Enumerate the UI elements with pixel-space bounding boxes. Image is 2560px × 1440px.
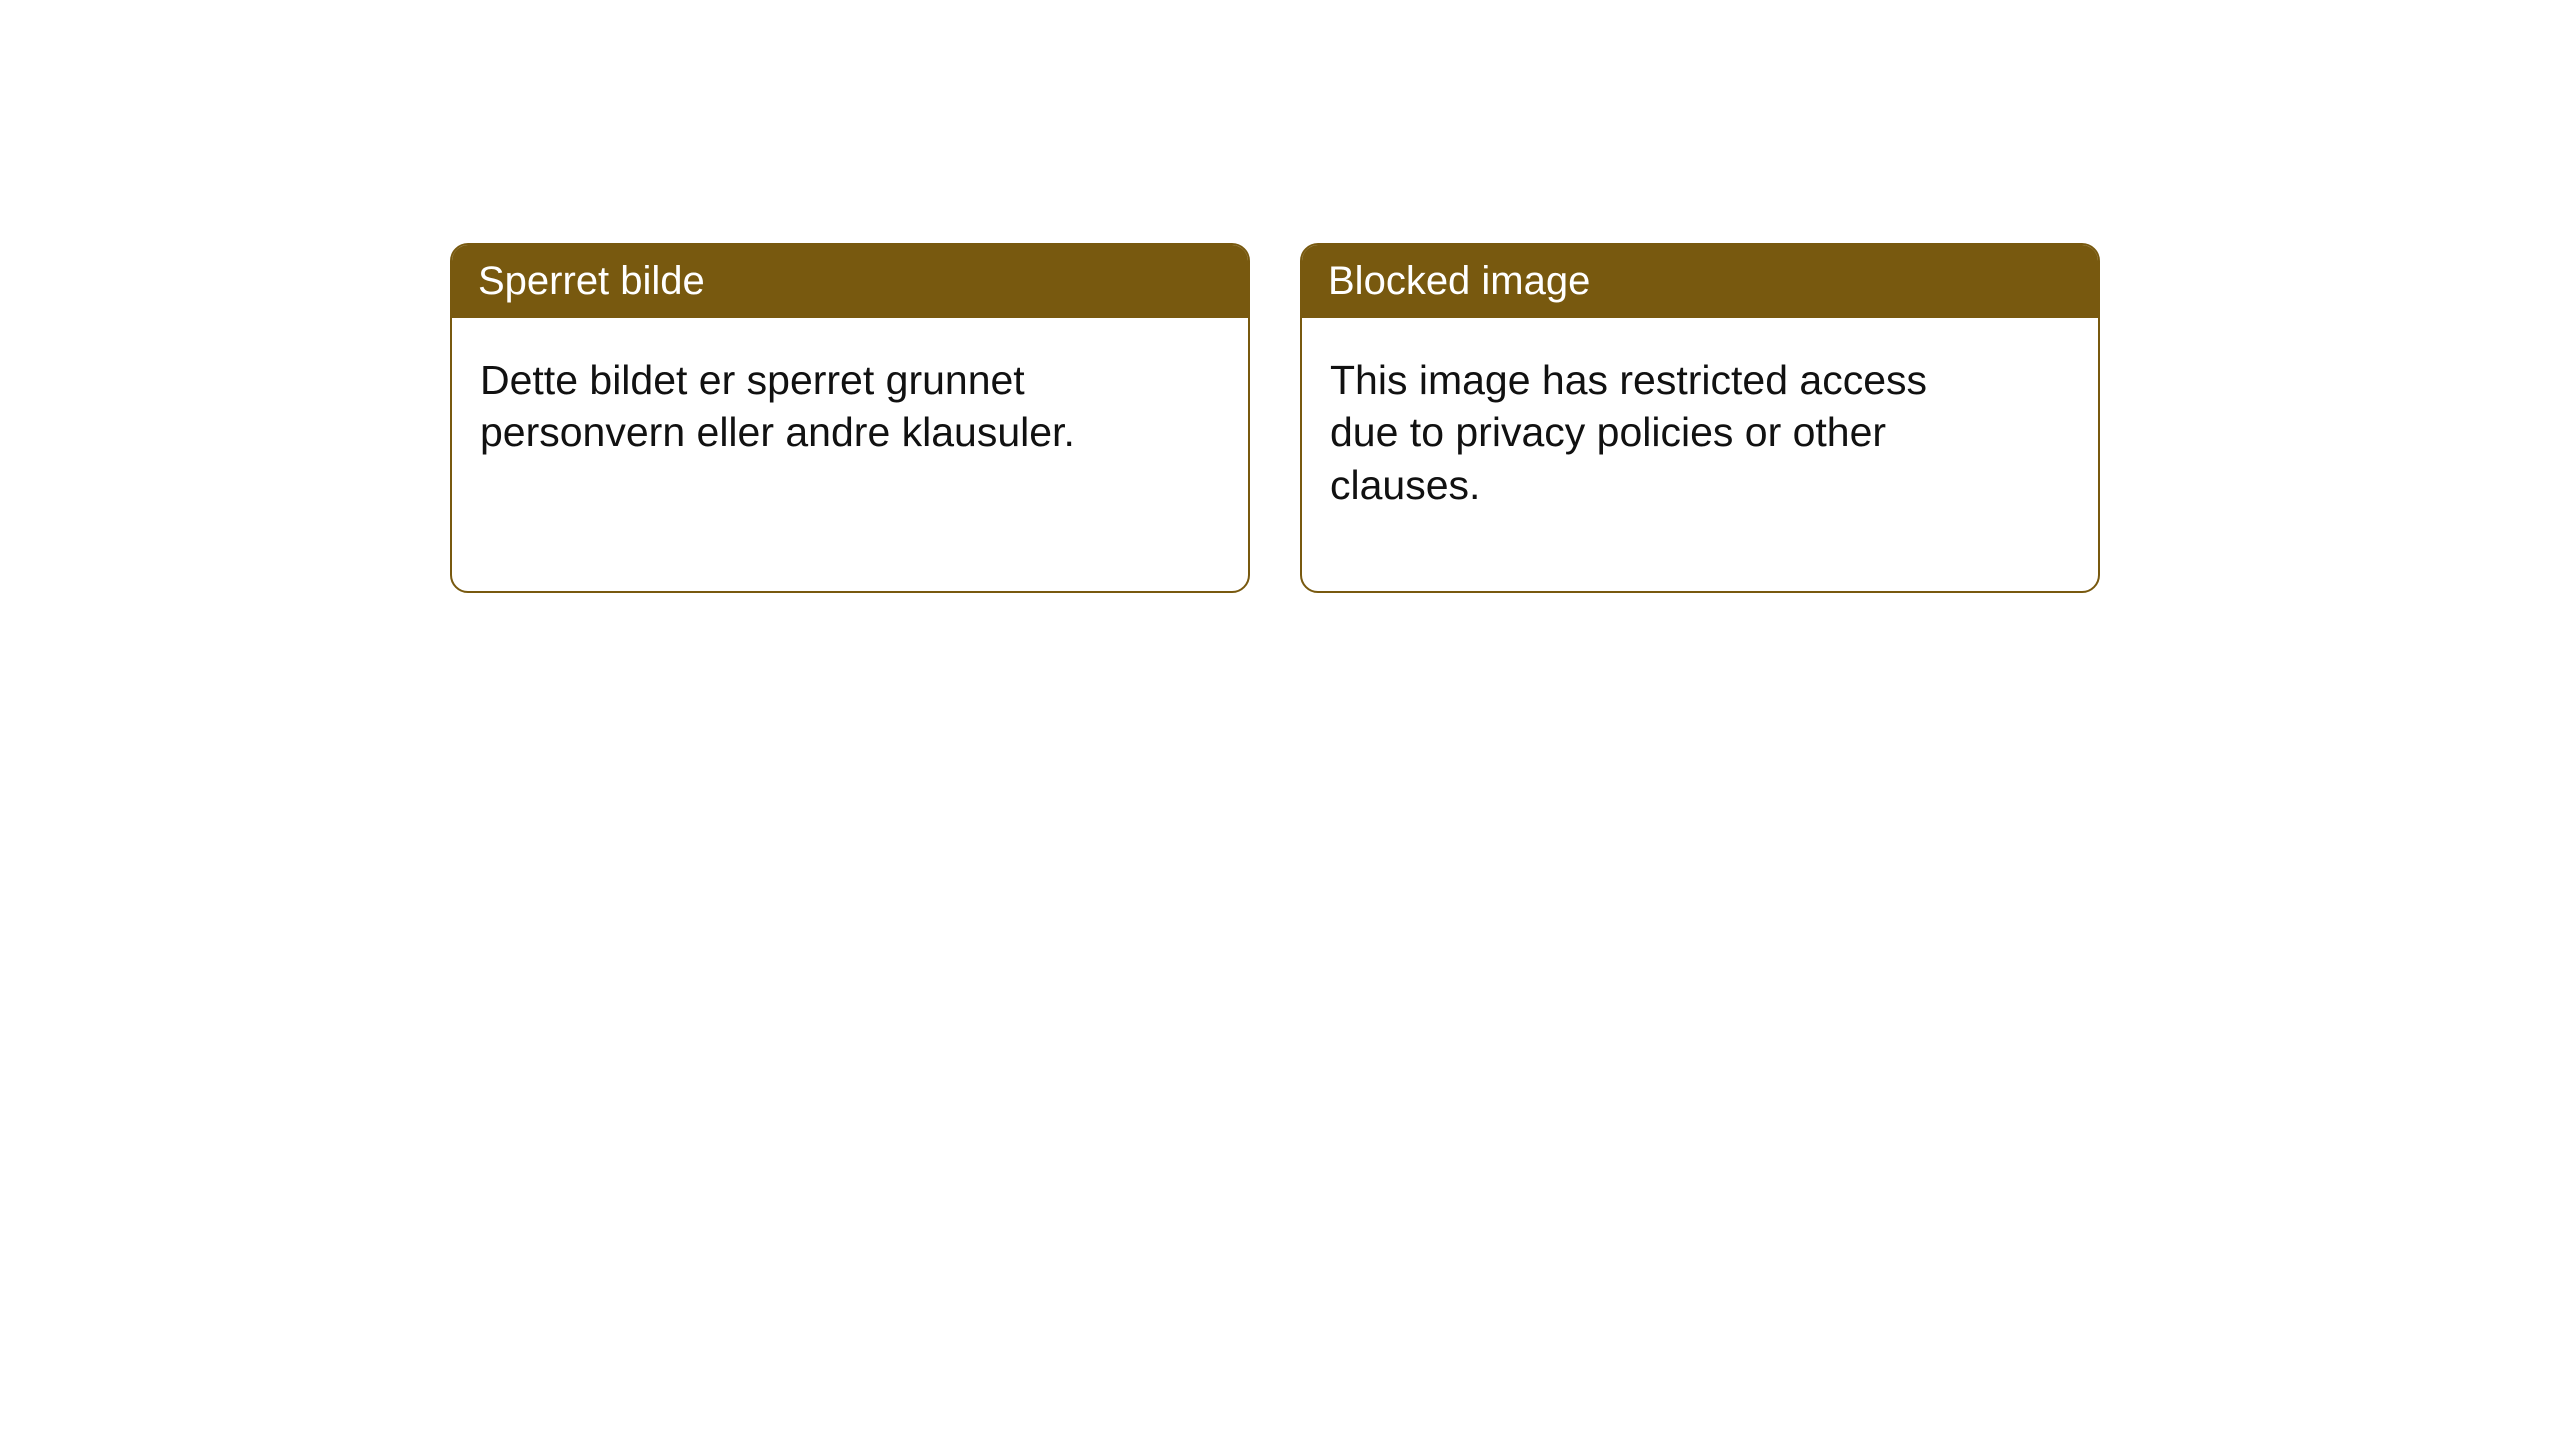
card-body-no: Dette bildet er sperret grunnet personve… <box>452 318 1132 539</box>
card-body-en: This image has restricted access due to … <box>1302 318 1982 591</box>
blocked-card-en: Blocked image This image has restricted … <box>1300 243 2100 593</box>
card-header-en: Blocked image <box>1302 245 2098 318</box>
card-header-no: Sperret bilde <box>452 245 1248 318</box>
notice-container: Sperret bilde Dette bildet er sperret gr… <box>0 0 2560 593</box>
blocked-card-no: Sperret bilde Dette bildet er sperret gr… <box>450 243 1250 593</box>
